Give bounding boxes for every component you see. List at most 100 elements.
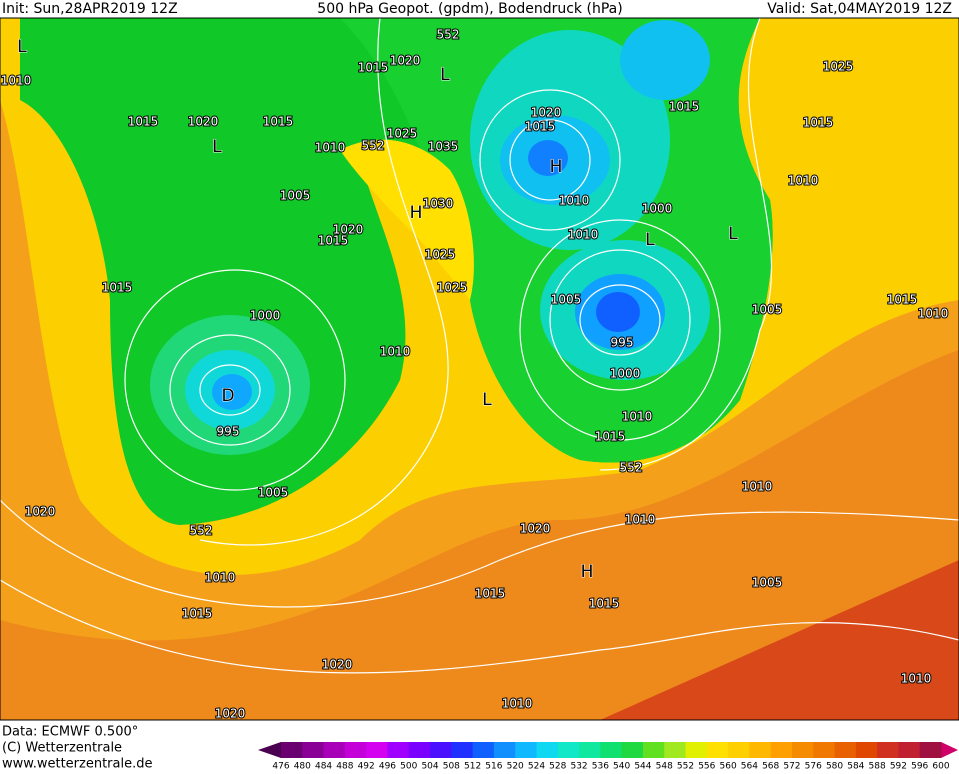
isobar-label: 1010 <box>502 697 533 711</box>
colorbar-tick-label: 576 <box>805 762 822 771</box>
colorbar-segment <box>515 742 537 758</box>
colorbar-tick-label: 568 <box>762 762 779 771</box>
colorbar-segment <box>728 742 750 758</box>
isobar-label: 1010 <box>380 345 411 359</box>
colorbar-tick-label: 516 <box>485 762 502 771</box>
title: 500 hPa Geopot. (gpdm), Bodendruck (hPa) <box>317 1 622 17</box>
isobar-label: 1010 <box>901 672 932 686</box>
isobar-label: 552 <box>437 28 460 42</box>
isobar-label: 1005 <box>752 303 783 317</box>
colorbar-tick-label: 552 <box>677 762 694 771</box>
pressure-center: L <box>482 390 492 410</box>
isobar-label: 552 <box>620 461 643 475</box>
pressure-center: H <box>581 562 594 582</box>
map-field <box>0 18 959 720</box>
isobar-label: 1015 <box>263 115 294 129</box>
colorbar-arrow-high <box>941 742 958 758</box>
colorbar-segment <box>281 742 303 758</box>
colorbar-arrow-low <box>258 742 281 758</box>
pressure-center: L <box>17 37 27 57</box>
init-label: Init: Sun,28APR2019 12Z <box>2 1 178 17</box>
isobar-label: 1030 <box>423 197 454 211</box>
colorbar-tick-label: 520 <box>507 762 524 771</box>
colorbar-segment <box>898 742 921 758</box>
isobar-label: 1035 <box>428 140 459 154</box>
colorbar-tick-label: 484 <box>315 762 332 771</box>
pressure-center: L <box>645 230 655 250</box>
isobar-label: 1020 <box>322 658 353 672</box>
isobar-label: 1010 <box>622 410 653 424</box>
colorbar-segment <box>536 742 559 758</box>
colorbar-segment <box>749 742 772 758</box>
colorbar-segment <box>323 742 346 758</box>
isobar-label: 552 <box>190 524 213 538</box>
colorbar-segment <box>557 742 580 758</box>
isobar-label: 1010 <box>742 480 773 494</box>
colorbar-tick-label: 536 <box>592 762 609 771</box>
colorbar-tick-label: 580 <box>826 762 843 771</box>
colorbar-tick-label: 564 <box>741 762 758 771</box>
isobar-label: 1005 <box>752 576 783 590</box>
colorbar-tick-label: 480 <box>294 762 311 771</box>
colorbar-segment <box>791 742 814 758</box>
isobar-label: 1000 <box>610 367 641 381</box>
colorbar-segment <box>408 742 431 758</box>
colorbar-segment <box>919 742 942 758</box>
colorbar-tick-label: 500 <box>400 762 417 771</box>
colorbar-tick-label: 544 <box>634 762 651 771</box>
colorbar-segment <box>855 742 878 758</box>
pressure-center: H <box>410 203 423 223</box>
isobar-label: 1010 <box>315 141 346 155</box>
isobar-label: 1015 <box>595 430 626 444</box>
isobar-label: 1005 <box>280 189 311 203</box>
colorbar-segment <box>642 742 665 758</box>
colorbar-segment <box>621 742 644 758</box>
colorbar-segment <box>366 742 388 758</box>
colorbar-segment <box>302 742 325 758</box>
isobar-label: 1020 <box>531 106 562 120</box>
colorbar-tick-label: 476 <box>272 762 289 771</box>
isobar-label: 1025 <box>387 127 418 141</box>
colorbar-tick-label: 540 <box>613 762 630 771</box>
isobar-label: 1015 <box>182 607 213 621</box>
isobar-label: 1020 <box>188 115 219 129</box>
colorbar-tick-label: 496 <box>379 762 396 771</box>
isobar-label: 1010 <box>918 307 949 321</box>
isobar-label: 1020 <box>25 505 56 519</box>
isobar-label: 1020 <box>215 707 246 721</box>
isobar-label: 1010 <box>625 513 656 527</box>
colorbar-tick-label: 592 <box>890 762 907 771</box>
isobar-label: 1015 <box>128 115 159 129</box>
isobar-label: 1020 <box>333 223 364 237</box>
isobar-label: 1000 <box>250 309 281 323</box>
isobar-label: 1015 <box>525 120 556 134</box>
colorbar-tick-label: 600 <box>932 762 949 771</box>
colorbar-tick-label: 528 <box>549 762 566 771</box>
isobars <box>0 18 959 674</box>
copyright: (C) Wetterzentrale <box>2 741 122 756</box>
isobar-label: 1025 <box>437 281 468 295</box>
isobar-label: 1025 <box>425 248 456 262</box>
colorbar-segment <box>813 742 836 758</box>
isobar-label: 1000 <box>642 202 673 216</box>
isobar-label: 1015 <box>887 293 918 307</box>
isobar-label: 552 <box>362 139 385 153</box>
colorbar-tick-label: 572 <box>783 762 800 771</box>
isobar-label: 1020 <box>390 54 421 68</box>
map-frame <box>0 17 959 721</box>
pressure-center: L <box>440 65 450 85</box>
colorbar-segment <box>387 742 410 758</box>
isobar-label: 1010 <box>568 228 599 242</box>
colorbar-segment <box>834 742 857 758</box>
colorbar-tick-label: 588 <box>869 762 886 771</box>
valid-label: Valid: Sat,04MAY2019 12Z <box>767 1 952 17</box>
pressure-center: H <box>550 157 563 177</box>
isobar-label: 1015 <box>475 587 506 601</box>
colorbar-tick-label: 548 <box>656 762 673 771</box>
colorbar-tick-label: 488 <box>336 762 353 771</box>
colorbar-tick-label: 492 <box>358 762 375 771</box>
colorbar-tick-label: 524 <box>528 762 545 771</box>
colorbar-segment <box>600 742 623 758</box>
